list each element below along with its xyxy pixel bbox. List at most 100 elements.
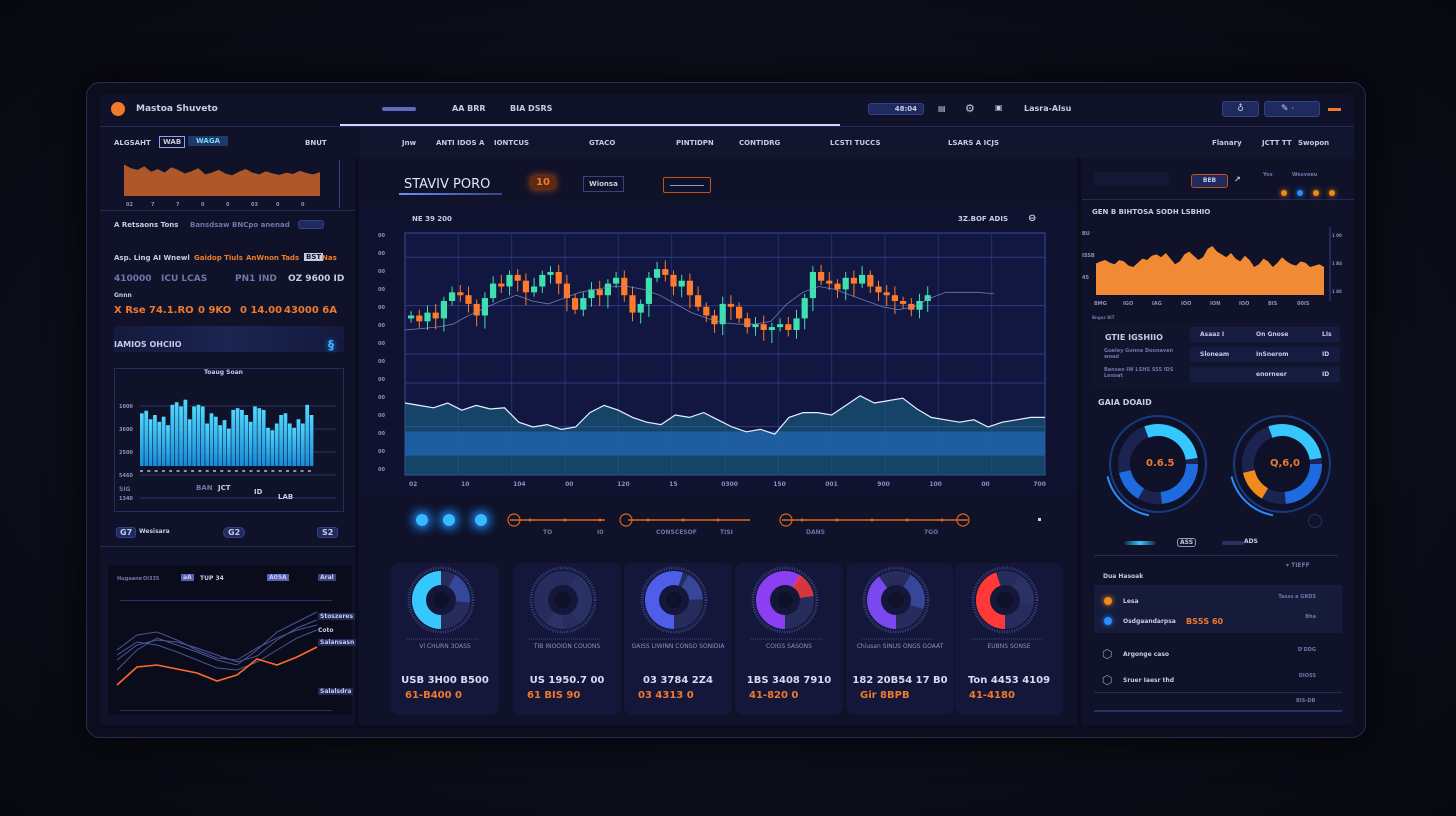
list-item-label[interactable]: Lesa — [1123, 598, 1139, 605]
notification-button[interactable]: ♁ — [1222, 101, 1259, 117]
y-tick-label: 00 — [378, 377, 385, 383]
list-item-label[interactable]: Osdgaandarpsa — [1123, 618, 1176, 625]
timeline-marker — [870, 518, 874, 522]
line-chart-toolbar-item[interactable]: aA — [181, 574, 194, 581]
timeline-slider[interactable] — [500, 510, 1060, 540]
y-tick-label: 1340 — [119, 496, 133, 502]
donut-gauge — [407, 566, 479, 640]
candle-body — [498, 283, 505, 287]
subnav-item[interactable]: GTACO — [589, 139, 616, 147]
toggle-label[interactable]: ADS — [1244, 538, 1258, 545]
footer-chip[interactable]: G2 — [223, 527, 246, 538]
chart-type-icon[interactable]: ↗ — [1234, 175, 1241, 184]
candle-body — [916, 301, 923, 310]
subnav-item[interactable]: CONTIDRG — [739, 139, 781, 147]
subnav-left-link[interactable]: BNUT — [305, 139, 327, 147]
line-chart-toolbar-item[interactable]: Oi335 — [143, 576, 160, 582]
x-tick-mark — [242, 470, 246, 472]
line-chart-toolbar-item[interactable]: Hugaane — [117, 576, 143, 582]
footer-chip[interactable]: S2 — [317, 527, 339, 538]
toggle-option-2[interactable]: WAGA — [188, 136, 228, 146]
subnav-right-item[interactable]: Swopon — [1298, 139, 1330, 147]
gauge-fill — [1242, 424, 1322, 504]
gauge-card[interactable]: GAISS LIWINN CONSO SONIDIA 03 3784 2Z4 03 … — [624, 563, 732, 715]
gauge-fill — [756, 571, 814, 629]
candle-body — [432, 312, 439, 319]
line-chart-toolbar-item[interactable]: A05A — [267, 574, 289, 581]
user-name[interactable]: Lasra-Alsu — [1024, 104, 1072, 113]
toggle-option-1[interactable]: WAB — [159, 136, 186, 148]
subnav-right-item[interactable]: JCTT TT — [1262, 139, 1292, 147]
bar — [196, 404, 201, 466]
gauge-expand-button[interactable] — [1308, 514, 1322, 528]
table-row[interactable] — [1190, 347, 1340, 362]
donut-gauge — [529, 566, 601, 640]
hex-icon: ⬡ — [1102, 673, 1113, 687]
gauge-card[interactable]: COIGS SASONS 1BS 3408 7910 41-820 0 — [735, 563, 843, 715]
status-dot — [1104, 597, 1112, 605]
x-tick-label: 0 — [226, 202, 230, 208]
tab-indicator[interactable] — [382, 107, 416, 111]
right-badge[interactable]: BEB — [1191, 174, 1228, 188]
search-field[interactable] — [1094, 172, 1169, 186]
gauge-card[interactable]: Chiusan SINUS ONGS GOAAT 182 20B54 17 B0 G… — [846, 563, 954, 715]
timeline-marker — [800, 518, 804, 522]
gauge-card[interactable]: EUBNS SONSE Ton 4453 4109 41-4180 — [955, 563, 1063, 715]
bar — [235, 408, 240, 466]
bar — [279, 415, 283, 466]
y-tick-label: 00 — [378, 467, 385, 473]
droplet-icon[interactable]: § — [328, 338, 334, 352]
stats-tab[interactable]: Bansdsaw — [190, 221, 230, 229]
chart-settings-icon[interactable]: ⊖ — [1028, 213, 1037, 224]
gauge-fill — [645, 571, 703, 629]
menu-icon[interactable] — [1328, 108, 1341, 111]
list-item-value: Tasss a GRDS — [1278, 594, 1316, 600]
y-tick-label: 00 — [378, 431, 385, 437]
document-icon[interactable]: ▤ — [938, 104, 946, 113]
line-chart-toolbar-item[interactable]: TUP 34 — [200, 575, 224, 582]
subnav-item[interactable]: LCSTI TUCCS — [830, 139, 881, 147]
candle-body — [826, 280, 833, 284]
list-dropdown-value: TIEFF — [1291, 562, 1310, 569]
settings-icon[interactable]: ⚙ — [965, 102, 975, 115]
timeline-marker — [681, 518, 685, 522]
stats-tag-box: BST — [304, 253, 324, 261]
list-dropdown[interactable]: ▾ TIEFF — [1286, 562, 1310, 569]
stats-orange-value: 0 9KO — [198, 305, 232, 316]
x-tick-label: 700 — [1033, 481, 1046, 488]
table-row[interactable] — [1190, 327, 1340, 342]
list-item-label[interactable]: Argonge caso — [1123, 651, 1170, 658]
center-button-1[interactable]: Wionsa — [583, 176, 624, 192]
toggle-slider[interactable] — [1124, 541, 1156, 545]
stats-tab[interactable]: BNCpo anenad — [232, 221, 290, 229]
subnav-item[interactable]: Jnw — [402, 139, 417, 147]
footer-chip[interactable]: G7 — [116, 527, 137, 538]
table-row[interactable] — [1190, 367, 1340, 382]
stats-tab[interactable]: A Retsaons Tons — [114, 221, 179, 229]
gauge-card[interactable]: Vl CHURN 3OASS USB 3H00 B500 61-B400 0 — [391, 563, 499, 715]
gauge-outer-ring — [862, 566, 930, 634]
toggle-label[interactable]: ASS — [1177, 538, 1197, 547]
subnav-right-item[interactable]: Flanary — [1212, 139, 1242, 147]
subnav-item[interactable]: A — [479, 139, 485, 147]
scrollbar[interactable] — [1094, 710, 1342, 712]
clipboard-icon[interactable]: ▣ — [995, 103, 1003, 112]
time-display[interactable]: 48:04 — [868, 103, 924, 115]
gauge-card[interactable]: TIB INOOIDN COUONS US 1950.7 00 61 BIS 90 — [513, 563, 621, 715]
x-tick-label: 7 — [151, 202, 155, 208]
x-tick-mark — [213, 470, 216, 472]
line-chart-toolbar-item[interactable]: Aral — [318, 574, 336, 581]
toggle-slider[interactable] — [1222, 541, 1244, 545]
subnav-item[interactable]: IONTCUS — [494, 139, 530, 147]
subnav-item[interactable]: PINTIDPN — [676, 139, 714, 147]
profile-button[interactable]: ✎ · — [1264, 101, 1320, 117]
subnav-item[interactable]: ANTI IDOS — [436, 139, 477, 147]
subnav-item[interactable]: LSARS A ICJS — [948, 139, 1000, 147]
tab-1[interactable]: AA BRR — [452, 104, 486, 113]
stats-button[interactable] — [298, 220, 324, 229]
y-tick-label: 1 88 — [1332, 289, 1342, 294]
tab-2[interactable]: BIA DSRS — [510, 104, 553, 113]
center-button-2[interactable] — [663, 177, 711, 193]
list-item-label[interactable]: Sruer Iaesr thd — [1123, 677, 1175, 684]
stats-orange-value: 74.1.RO — [149, 305, 194, 316]
